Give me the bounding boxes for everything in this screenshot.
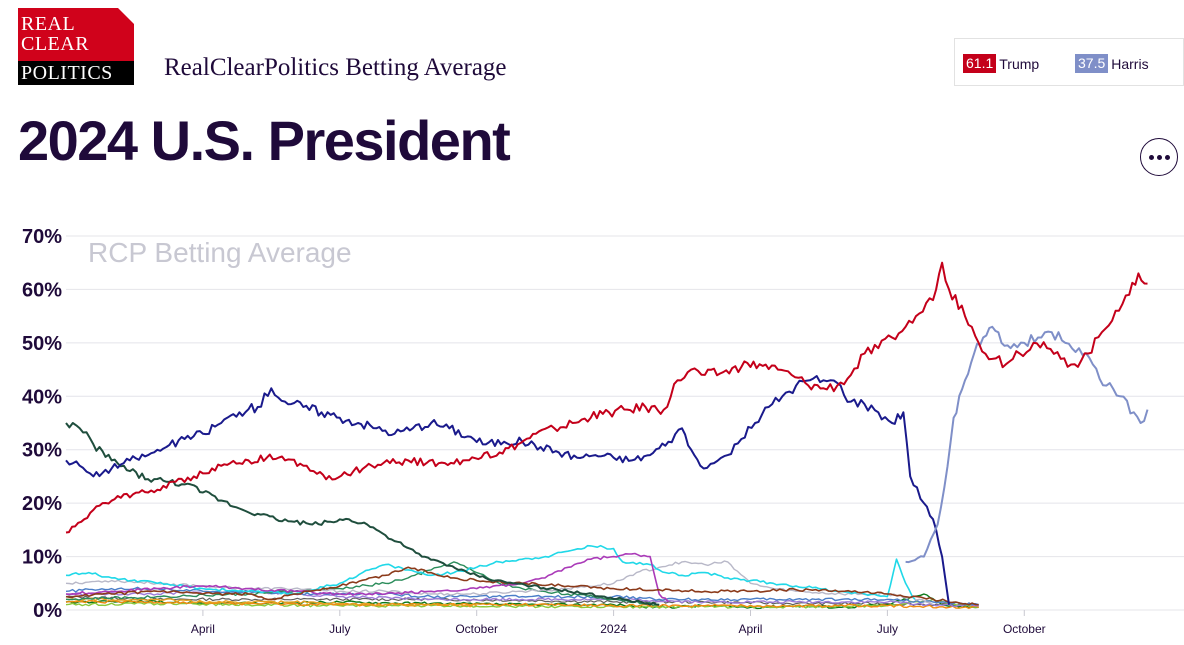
more-horizontal-icon-dot xyxy=(1148,154,1154,160)
series-line-other-3[interactable] xyxy=(65,595,979,608)
legend-label-trump: Trump xyxy=(999,55,1040,72)
page-title: 2024 U.S. President xyxy=(18,109,511,172)
y-tick-label: 50% xyxy=(22,333,62,355)
series-line-desantis[interactable] xyxy=(65,422,660,606)
y-tick-label: 40% xyxy=(22,386,62,408)
x-axis-ticks: April July October 2024 April July October xyxy=(191,610,1046,636)
more-horizontal-icon-dot xyxy=(1164,154,1170,160)
rcp-logo[interactable]: REAL CLEAR POLITICS xyxy=(18,8,134,85)
logo-line-1: REAL xyxy=(21,13,76,35)
series-line-biden[interactable] xyxy=(65,375,950,605)
series-line-michelle-obama[interactable] xyxy=(65,586,979,606)
chart-gridlines xyxy=(66,235,1184,611)
y-tick-label: 60% xyxy=(22,279,62,301)
x-tick-label: July xyxy=(877,622,898,636)
logo-line-2: CLEAR xyxy=(21,33,90,55)
x-tick-label: 2024 xyxy=(600,622,627,636)
logo-corner-fold xyxy=(118,8,134,24)
legend-item-harris[interactable]: 37.5 Harris xyxy=(1075,54,1149,73)
series-line-kennedy[interactable] xyxy=(65,544,916,600)
series-line-pence[interactable] xyxy=(65,597,477,608)
more-options-button[interactable] xyxy=(1140,138,1178,176)
logo-line-3: POLITICS xyxy=(18,61,134,85)
series-line-ramaswamy[interactable] xyxy=(65,561,660,606)
legend-label-harris: Harris xyxy=(1111,55,1149,72)
y-tick-label: 30% xyxy=(22,440,62,462)
series-line-trump[interactable] xyxy=(65,261,1148,534)
legend-value-harris: 37.5 xyxy=(1075,54,1109,73)
more-horizontal-icon-dot xyxy=(1156,154,1162,160)
x-tick-label: October xyxy=(455,622,498,636)
series-line-haley[interactable] xyxy=(65,552,670,603)
y-tick-label: 0% xyxy=(33,600,62,622)
y-tick-label: 70% xyxy=(22,226,62,248)
legend: 61.1 Trump 37.5 Harris xyxy=(954,38,1184,86)
y-tick-label: 20% xyxy=(22,493,62,515)
chart-series xyxy=(65,261,1149,610)
chart-title: RCP Betting Average xyxy=(88,237,352,268)
legend-item-trump[interactable]: 61.1 Trump xyxy=(963,54,1039,73)
x-tick-label: April xyxy=(191,622,215,636)
x-tick-label: October xyxy=(1003,622,1046,636)
x-tick-label: July xyxy=(329,622,350,636)
series-line-buttigieg[interactable] xyxy=(65,600,979,610)
y-axis-ticks: 0% 10% 20% 30% 40% 50% 60% 70% xyxy=(22,226,62,622)
legend-value-trump: 61.1 xyxy=(963,54,997,73)
page-subtitle: RealClearPolitics Betting Average xyxy=(164,54,507,81)
y-tick-label: 10% xyxy=(22,547,62,569)
series-line-harris[interactable] xyxy=(905,325,1149,564)
x-tick-label: April xyxy=(738,622,762,636)
